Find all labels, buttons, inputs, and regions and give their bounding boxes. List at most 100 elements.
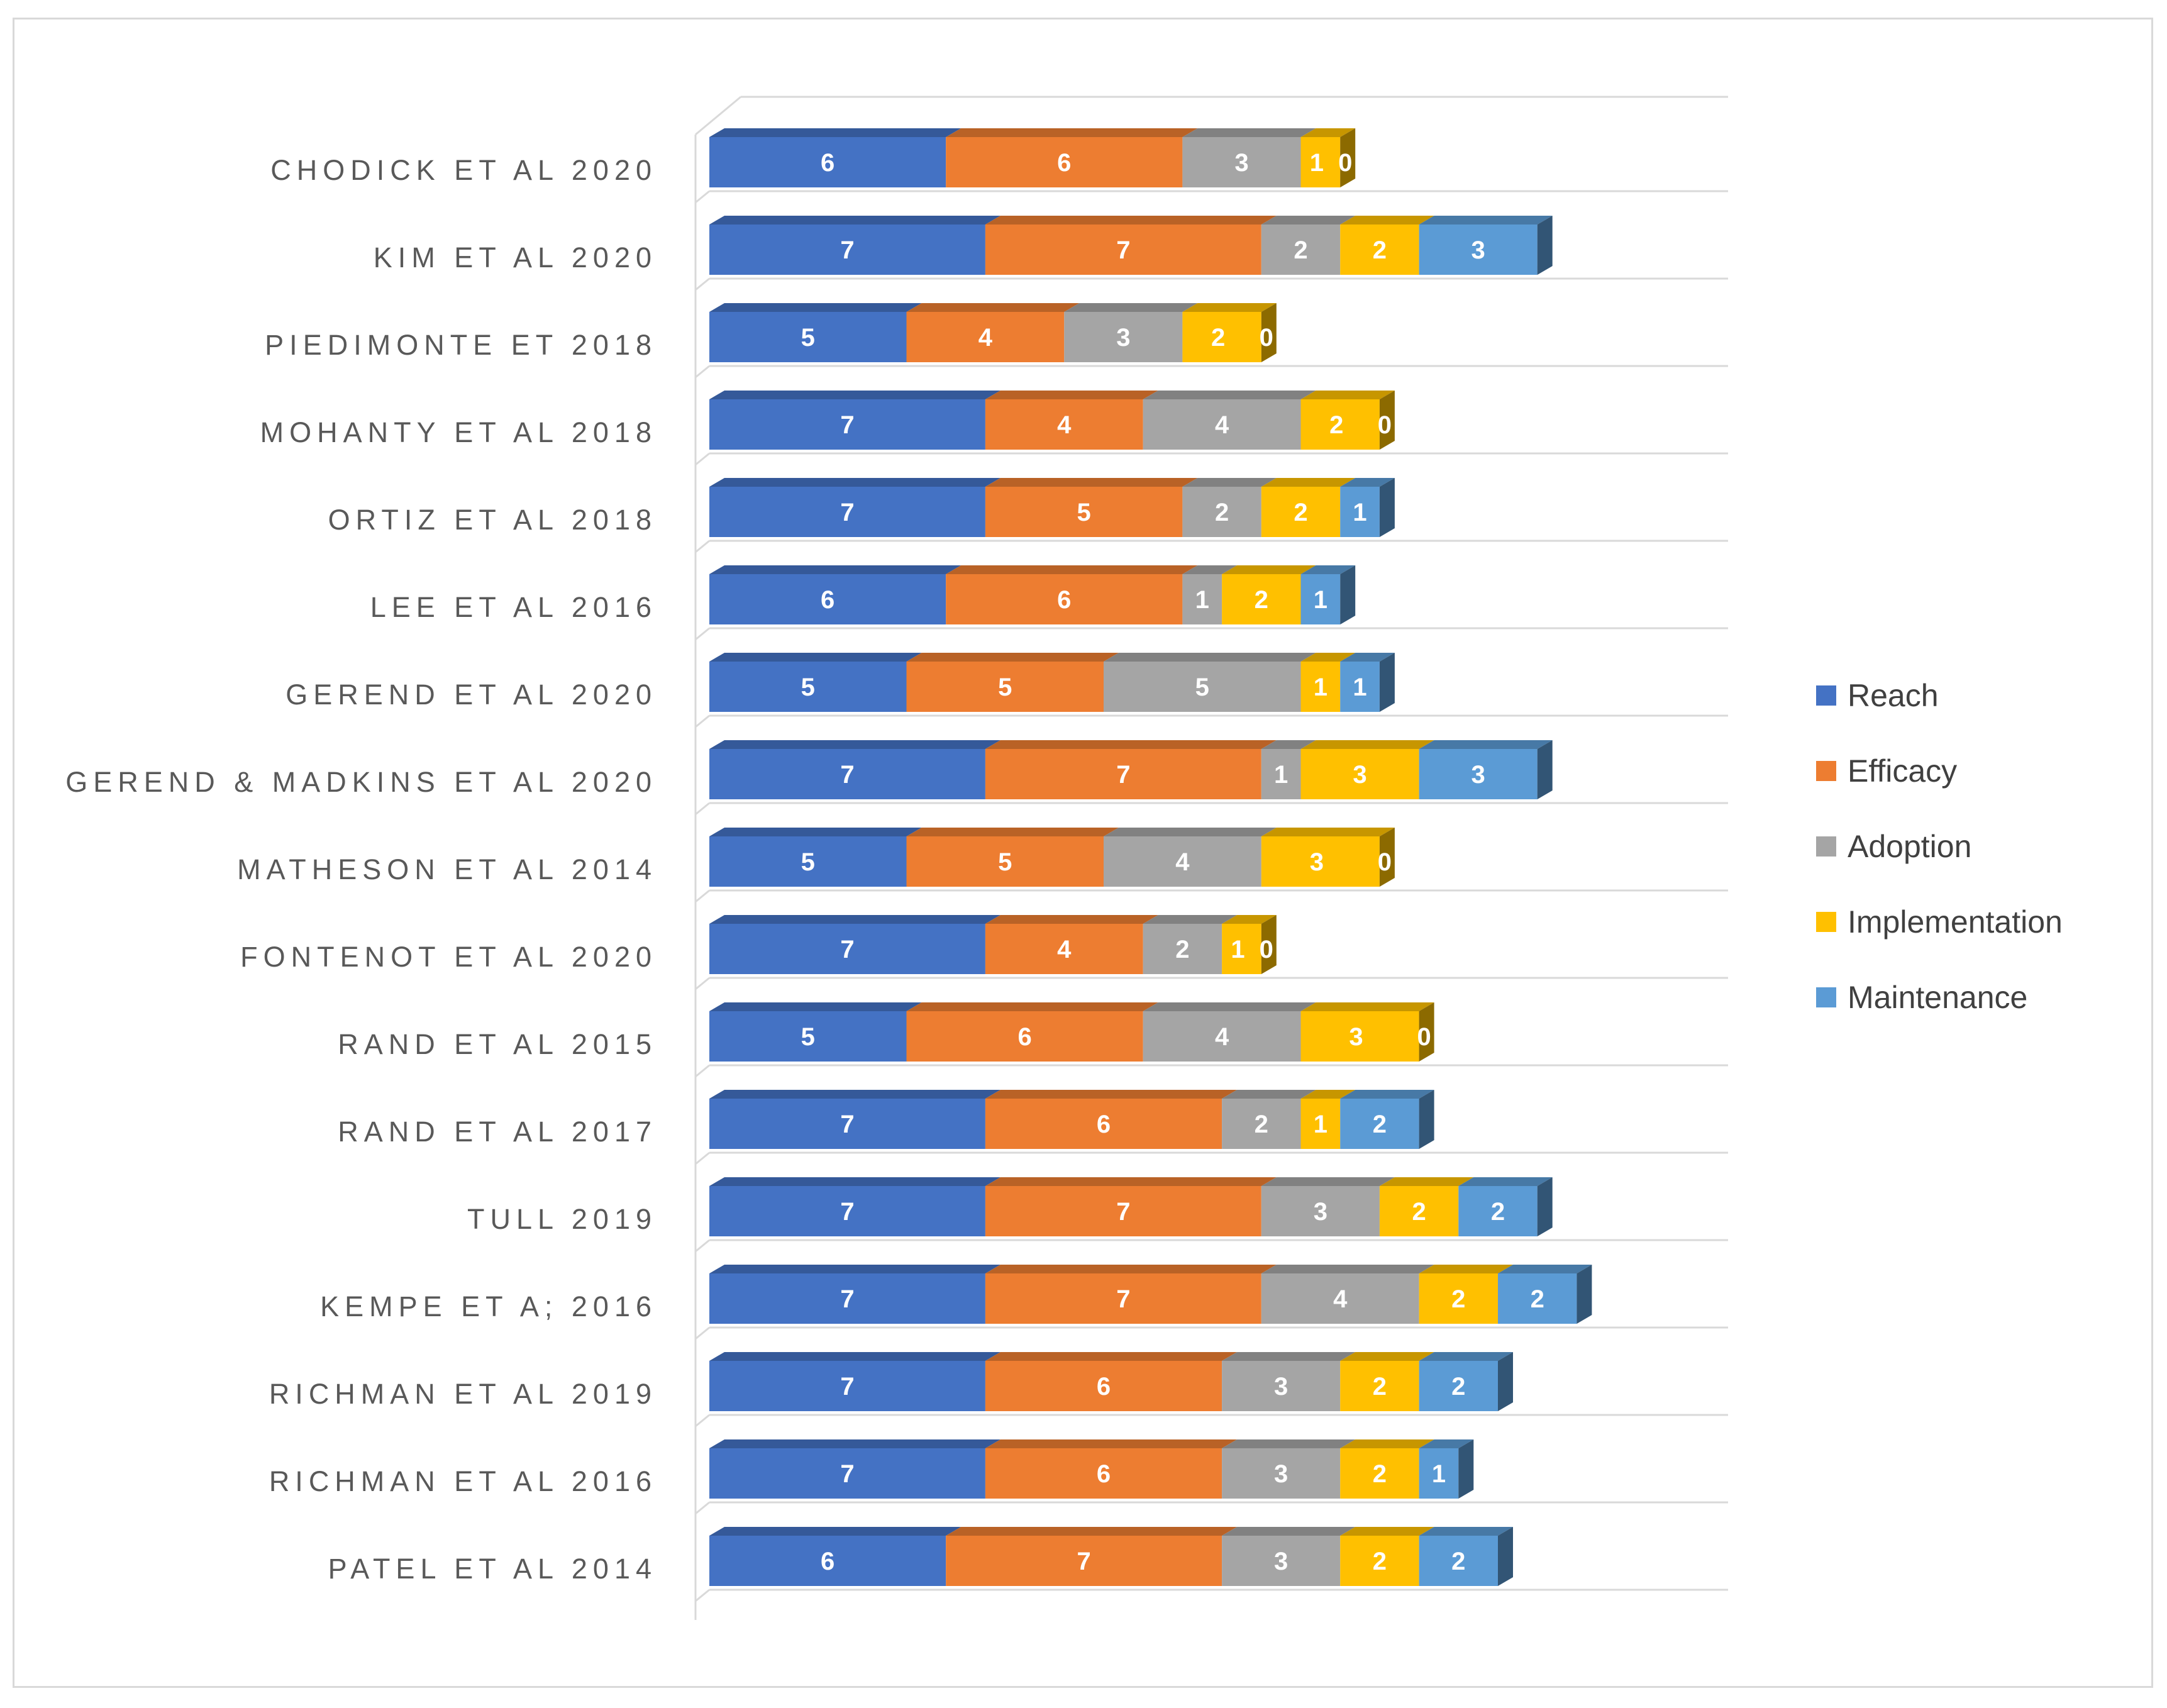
data-label: 2 — [1373, 1548, 1387, 1575]
data-label: 1 — [1274, 761, 1288, 789]
bar-reach — [709, 312, 907, 362]
bar-top-implementation — [1419, 1265, 1513, 1273]
bar-reach — [709, 225, 985, 275]
data-label: 0 — [1260, 324, 1273, 352]
bar-top-maintenance — [1419, 216, 1553, 225]
data-label: 6 — [1017, 1023, 1031, 1051]
gridline-tick — [695, 1414, 710, 1428]
data-label: 2 — [1373, 236, 1387, 264]
bar-implementation — [1300, 1099, 1341, 1149]
gridline-tick — [695, 802, 710, 816]
data-label: 7 — [840, 936, 854, 963]
bar-efficacy — [946, 137, 1183, 187]
bar-top-efficacy — [985, 1265, 1277, 1273]
data-label: 0 — [1260, 936, 1273, 963]
data-label: 2 — [1373, 1373, 1387, 1400]
data-label: 2 — [1531, 1285, 1544, 1313]
data-label: 2 — [1451, 1285, 1465, 1313]
bar-top-efficacy — [906, 653, 1119, 662]
bar-top-maintenance — [1340, 478, 1395, 487]
bar-top-efficacy — [985, 1439, 1238, 1448]
bar-implementation — [1222, 574, 1301, 624]
data-label: 1 — [1314, 674, 1327, 701]
category-label: LEE ET AL 2016 — [370, 591, 657, 623]
data-label: 1 — [1432, 1460, 1446, 1488]
bar-efficacy — [985, 487, 1183, 537]
data-label: 2 — [1294, 499, 1307, 526]
gridline-tick — [695, 1501, 710, 1515]
data-label: 5 — [801, 848, 815, 876]
bar-top-reach — [709, 1439, 1000, 1448]
bar-top-adoption — [1222, 1527, 1356, 1536]
data-label: 6 — [1057, 586, 1071, 614]
legend-label-adoption: Adoption — [1848, 829, 1971, 864]
bar-adoption — [1261, 1186, 1380, 1236]
data-label: 1 — [1231, 936, 1244, 963]
data-label: 2 — [1175, 936, 1189, 963]
category-label: PIEDIMONTE ET 2018 — [265, 329, 657, 361]
data-label: 4 — [1215, 1023, 1229, 1051]
bar-adoption — [1182, 487, 1261, 537]
data-label: 2 — [1373, 1460, 1387, 1488]
data-label: 1 — [1314, 1111, 1327, 1138]
bar-top-reach — [709, 828, 922, 836]
bar-efficacy — [985, 1099, 1222, 1149]
data-label: 4 — [1215, 411, 1229, 439]
bar-top-maintenance — [1419, 740, 1553, 749]
bar-side — [1340, 565, 1356, 624]
bar-top-maintenance — [1419, 1352, 1513, 1361]
legend-label-maintenance: Maintenance — [1848, 980, 2027, 1015]
bar-top-reach — [709, 915, 1000, 924]
category-label: PATEL ET AL 2014 — [328, 1553, 657, 1585]
bar-implementation — [1340, 225, 1419, 275]
data-label: 3 — [1349, 1023, 1363, 1051]
bar-top-maintenance — [1300, 565, 1356, 574]
bar-top-adoption — [1143, 915, 1238, 924]
data-label: 2 — [1329, 411, 1343, 439]
legend-swatch-adoption — [1816, 836, 1836, 857]
bar-top-implementation — [1300, 1090, 1356, 1099]
data-label: 5 — [801, 1023, 815, 1051]
bar-reach — [709, 1186, 985, 1236]
bar-top-adoption — [1261, 740, 1316, 749]
bar-side — [1261, 915, 1277, 974]
data-label: 6 — [1097, 1111, 1111, 1138]
bar-maintenance — [1300, 574, 1341, 624]
data-label: 4 — [1057, 411, 1072, 439]
bar-top-maintenance — [1498, 1265, 1592, 1273]
bar-maintenance — [1419, 1536, 1498, 1586]
bar-top-reach — [709, 1002, 922, 1011]
category-label: TULL 2019 — [467, 1203, 657, 1235]
bar-adoption — [1104, 836, 1261, 887]
bar-top-implementation — [1300, 391, 1395, 399]
bar-side — [1379, 653, 1395, 712]
legend-swatch-maintenance — [1816, 987, 1836, 1007]
bar-reach — [709, 1361, 985, 1411]
bar-top-reach — [709, 1265, 1000, 1273]
bar-top-efficacy — [906, 1002, 1158, 1011]
data-label: 7 — [840, 1198, 854, 1226]
bar-top-adoption — [1104, 653, 1316, 662]
bar-top-adoption — [1064, 303, 1198, 312]
data-label: 3 — [1310, 848, 1324, 876]
gridline-tick — [695, 277, 710, 291]
data-label: 3 — [1234, 149, 1248, 177]
bar-top-implementation — [1222, 565, 1316, 574]
bar-reach — [709, 487, 985, 537]
bar-top-efficacy — [985, 1090, 1238, 1099]
bar-reach — [709, 574, 946, 624]
bar-top-reach — [709, 1090, 1000, 1099]
data-label: 3 — [1471, 761, 1485, 789]
gridline-tick — [695, 1239, 710, 1253]
data-label: 7 — [840, 1111, 854, 1138]
bar-implementation — [1182, 312, 1261, 362]
category-label: GEREND ET AL 2020 — [285, 679, 657, 711]
gridline-tick — [695, 889, 710, 903]
bar-top-reach — [709, 1177, 1000, 1186]
bar-reach — [709, 1536, 946, 1586]
bar-reach — [709, 749, 985, 799]
gridline-tick — [695, 365, 710, 379]
data-label: 1 — [1353, 674, 1366, 701]
bar-top-efficacy — [985, 478, 1198, 487]
bar-top-maintenance — [1340, 1090, 1434, 1099]
